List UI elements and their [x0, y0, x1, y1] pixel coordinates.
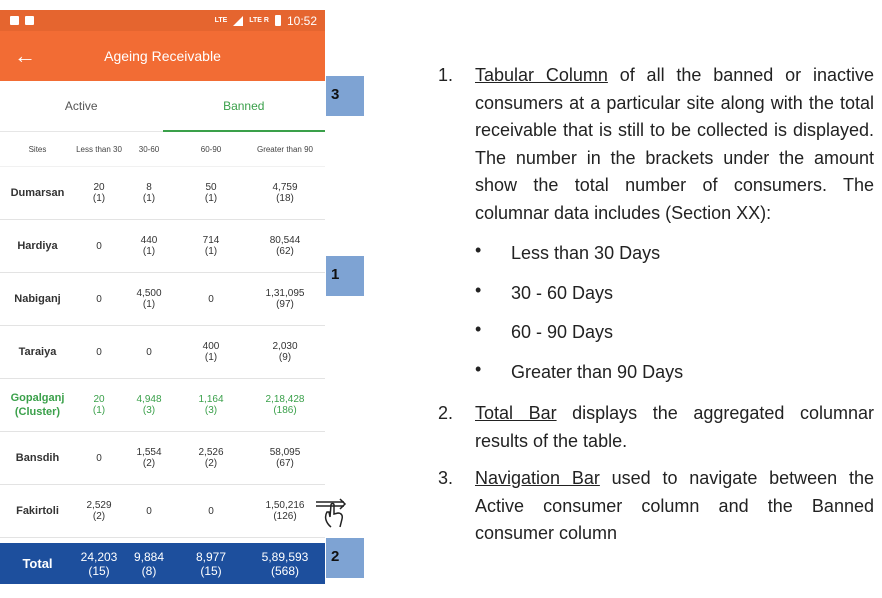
app-notification-icon: [25, 16, 34, 25]
cell-less-than-30: 0: [96, 293, 102, 305]
cell-greater-than-90: 2,18,428 (186): [265, 394, 305, 416]
bullet-item: Greater than 90 Days: [475, 350, 874, 393]
app-bar: ← Ageing Receivable: [0, 31, 325, 81]
tab-active[interactable]: Active: [64, 99, 98, 113]
table-row[interactable]: Fakirtoli 2,529 (2) 0 0 1,50,216 (126): [0, 485, 325, 538]
cell-greater-than-90: 58,095 (67): [269, 447, 301, 469]
image-notification-icon: [10, 16, 19, 25]
total-bar: Total 24,203 (15) 9,884 (8) 8,977 (15) 5,89…: [0, 543, 325, 584]
note-title: Navigation Bar: [475, 468, 600, 488]
note-title: Tabular Column: [475, 65, 608, 85]
cell-30-60: 0: [146, 346, 152, 358]
bullet-item: 60 - 90 Days: [475, 310, 874, 353]
battery-icon: [274, 15, 281, 26]
cell-30-60: 0: [146, 505, 152, 517]
note-number: 2.: [438, 403, 454, 423]
clock: 10:52: [286, 13, 317, 28]
note-text: used to navigate between the Active cons…: [475, 468, 874, 543]
table-row[interactable]: Dumarsan 20 (1) 8 (1) 50 (1) 4,759 (18): [0, 167, 325, 220]
note-text: displays the aggregated columnar results…: [475, 403, 874, 451]
tab-banned[interactable]: Banned: [162, 81, 326, 132]
callout-marker-2: 2: [326, 538, 364, 578]
site-name: Bansdih: [15, 452, 60, 464]
cell-greater-than-90: 1,50,216 (126): [265, 500, 305, 522]
header-less-than-30: Less than 30: [76, 144, 122, 154]
table-row[interactable]: Nabiganj 0 4,500 (1) 0 1,31,095 (97): [0, 273, 325, 326]
cell-30-60: 8 (1): [142, 182, 156, 204]
note-title: Total Bar: [475, 403, 557, 423]
cell-60-90: 50 (1): [204, 182, 218, 204]
cell-60-90: 2,526 (2): [198, 447, 224, 469]
navigation-bar: Active Banned: [0, 81, 325, 132]
table-row[interactable]: Taraiya 0 0 400 (1) 2,030 (9): [0, 326, 325, 379]
header-sites: Sites: [28, 144, 47, 154]
note-text: of all the banned or inactive consumers …: [475, 65, 874, 223]
site-name: Gopalganj (Cluster): [10, 392, 65, 418]
cell-30-60: 1,554 (2): [136, 447, 162, 469]
total-less-than-30: 24,203 (15): [80, 549, 118, 578]
cell-greater-than-90: 4,759 (18): [272, 182, 298, 204]
table-row[interactable]: Bansdih 0 1,554 (2) 2,526 (2) 58,095 (67): [0, 432, 325, 485]
cell-less-than-30: 0: [96, 240, 102, 252]
cell-60-90: 400 (1): [202, 341, 220, 363]
cell-greater-than-90: 2,030 (9): [272, 341, 298, 363]
total-30-60: 9,884 (8): [133, 549, 165, 578]
note-number: 3.: [438, 468, 454, 488]
note-item-3: 3. Navigation Bar used to navigate betwe…: [438, 465, 874, 548]
table-row-cluster[interactable]: Gopalganj (Cluster) 20 (1) 4,948 (3) 1,164(…: [0, 379, 325, 432]
cell-30-60: 4,500 (1): [136, 288, 162, 310]
callout-marker-3: 3: [326, 76, 364, 116]
network-type-2: LTE R: [249, 17, 269, 24]
cell-60-90: 714 (1): [202, 235, 220, 257]
cell-less-than-30: 2,529 (2): [86, 500, 112, 522]
cell-60-90: 0: [208, 505, 214, 517]
site-name: Dumarsan: [10, 187, 65, 199]
cell-30-60: 440 (1): [140, 235, 158, 257]
total-greater-than-90: 5,89,593 (568): [261, 549, 309, 578]
status-bar: LTE LTE R 10:52: [0, 10, 325, 31]
signal-icon: [233, 15, 244, 26]
site-name: Fakirtoli: [16, 505, 59, 517]
header-60-90: 60-90: [200, 144, 222, 154]
site-name: Taraiya: [18, 346, 57, 358]
site-name: Nabiganj: [14, 293, 61, 305]
phone-screen: LTE LTE R 10:52 ← Ageing Receivable Acti…: [0, 10, 325, 584]
total-label: Total: [22, 556, 53, 571]
note-item-2: 2. Total Bar displays the aggregated col…: [438, 400, 874, 455]
bullet-item: Less than 30 Days: [475, 231, 874, 274]
cell-30-60: 4,948 (3): [136, 394, 162, 416]
table-header: Sites Less than 30 30-60 60-90 Greater t…: [0, 132, 325, 167]
callout-marker-1: 1: [326, 256, 364, 296]
bullet-list: Less than 30 Days 30 - 60 Days 60 - 90 D…: [475, 231, 874, 393]
cell-less-than-30: 0: [96, 452, 102, 464]
table-row[interactable]: Hardiya 0 440 (1) 714 (1) 80,544 (62): [0, 220, 325, 273]
cell-greater-than-90: 80,544 (62): [269, 235, 301, 257]
header-greater-than-90: Greater than 90: [256, 144, 314, 154]
note-number: 1.: [438, 65, 454, 85]
cell-60-90: 0: [208, 293, 214, 305]
header-30-60: 30-60: [138, 144, 160, 154]
cell-greater-than-90: 1,31,095 (97): [265, 288, 305, 310]
site-name: Hardiya: [17, 240, 58, 252]
bullet-item: 30 - 60 Days: [475, 271, 874, 314]
network-type-1: LTE: [214, 17, 228, 24]
note-item-1: 1. Tabular Column of all the banned or i…: [438, 62, 874, 227]
swipe-hand-icon: [316, 498, 347, 528]
cell-less-than-30: 20 (1): [92, 394, 106, 416]
cell-less-than-30: 0: [96, 346, 102, 358]
back-arrow-icon[interactable]: ←: [14, 43, 36, 68]
annotation-notes: 1. Tabular Column of all the banned or i…: [438, 62, 874, 548]
total-60-90: 8,977 (15): [195, 549, 227, 578]
cell-less-than-30: 20 (1): [92, 182, 106, 204]
cell-60-90: 1,164 (3): [198, 394, 224, 416]
